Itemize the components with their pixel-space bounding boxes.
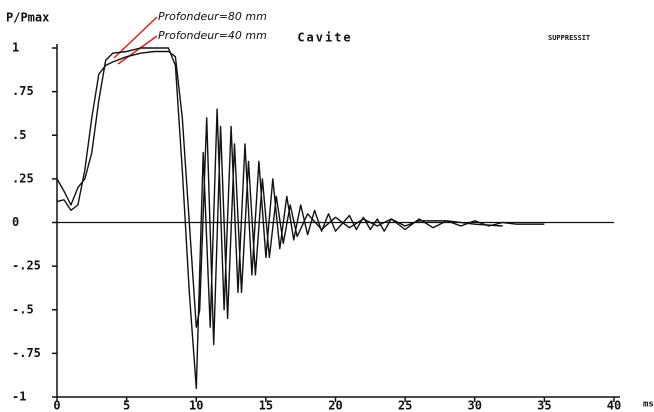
x-tick-label: 35: [537, 399, 551, 412]
x-tick-label: 30: [468, 399, 482, 412]
y-tick-label: -.5: [12, 302, 34, 316]
annotation: Profondeur=80 mm: [158, 10, 267, 23]
y-tick-label: -1: [12, 390, 26, 404]
x-tick-label: 40: [607, 399, 621, 412]
annotation-pointer: [117, 35, 158, 65]
chart-title: Cavite: [297, 31, 352, 45]
line-series: [56, 47, 545, 389]
annotation: Profondeur=40 mm: [158, 29, 267, 42]
y-tick-label: .25: [12, 171, 34, 185]
x-tick-label: 15: [259, 399, 273, 412]
y-tick-label: 1: [12, 41, 19, 55]
y-tick-label: 0: [12, 215, 19, 229]
x-axis-label: ms: [643, 400, 654, 410]
y-axis-label: P/Pmax: [6, 11, 49, 25]
corner-label: SUPPRESSIT: [548, 34, 590, 42]
line-series: [56, 50, 503, 346]
x-tick-label: 20: [328, 399, 342, 412]
y-tick-label: -.25: [12, 259, 41, 273]
y-tick-label: .5: [12, 128, 26, 142]
y-tick-label: .75: [12, 84, 34, 98]
x-tick-label: 10: [189, 399, 203, 412]
x-tick-label: 0: [53, 399, 60, 412]
y-tick-label: -.75: [12, 346, 41, 360]
x-tick-label: 25: [398, 399, 412, 412]
annotation-pointer: [113, 16, 158, 59]
x-tick-label: 5: [123, 399, 130, 412]
